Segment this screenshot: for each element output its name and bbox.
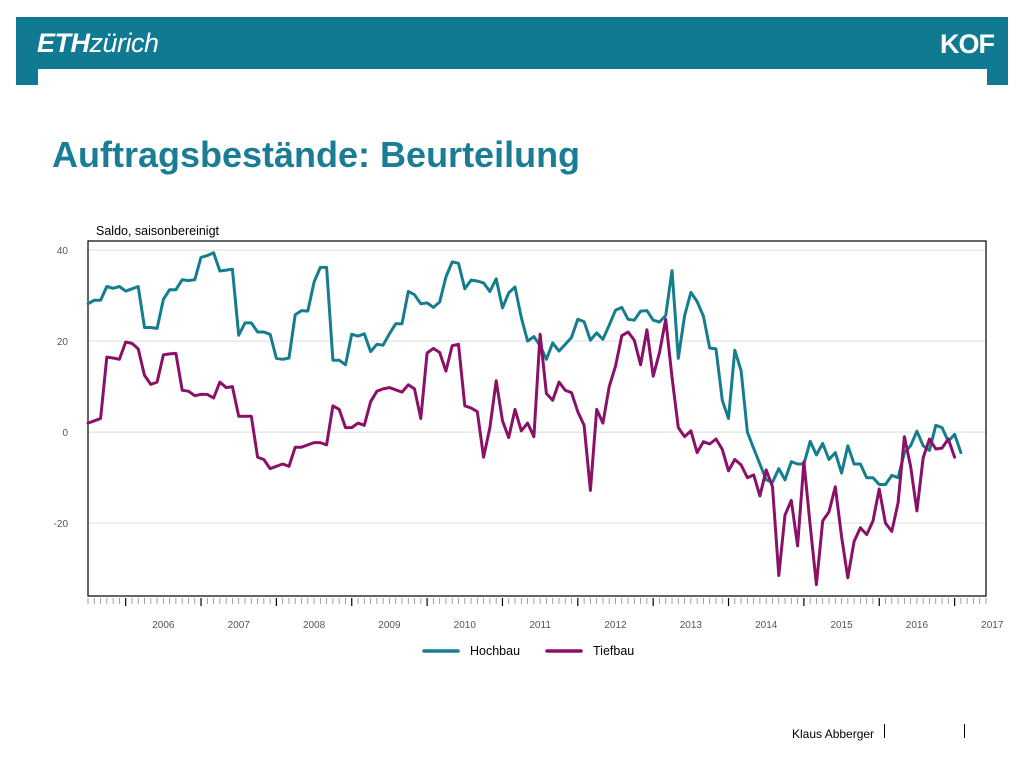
x-tick-label: 2016 bbox=[906, 620, 929, 631]
y-tick-label: 40 bbox=[57, 246, 69, 257]
header-bar bbox=[16, 17, 1008, 69]
eth-logo-bold: ETH bbox=[37, 28, 90, 58]
legend-label: Hochbau bbox=[470, 644, 520, 658]
x-tick-label: 2006 bbox=[152, 620, 175, 631]
x-tick-label: 2009 bbox=[378, 620, 401, 631]
x-tick-label: 2010 bbox=[454, 620, 477, 631]
footer-separator bbox=[884, 724, 885, 738]
chart-series bbox=[86, 251, 963, 587]
y-tick-label: -20 bbox=[54, 519, 69, 530]
chart-axes: 40 20 0 -20 2006 2007 2008 2009 2010 2011 2012 2013… bbox=[54, 246, 1004, 631]
x-tick-label: 2015 bbox=[830, 620, 853, 631]
series-line-tiefbau bbox=[86, 317, 957, 587]
legend-item-hochbau: Hochbau bbox=[422, 644, 520, 658]
header-tab-right bbox=[987, 69, 1008, 85]
eth-logo-light: zürich bbox=[89, 28, 160, 58]
x-tick-label: 2017 bbox=[981, 620, 1004, 631]
y-tick-label: 20 bbox=[57, 337, 69, 348]
eth-zurich-logo[interactable]: ETHzürich bbox=[37, 27, 159, 59]
x-tick-label: 2007 bbox=[228, 620, 251, 631]
x-tick-label: 2012 bbox=[604, 620, 627, 631]
x-tick-label: 2013 bbox=[680, 620, 703, 631]
y-tick-label: 0 bbox=[62, 428, 68, 439]
chart-legend: Hochbau Tiefbau bbox=[422, 644, 634, 658]
y-axis-title: Saldo, saisonbereinigt bbox=[96, 224, 220, 238]
kof-logo[interactable]: KOF bbox=[940, 29, 995, 59]
header-tab-left bbox=[16, 69, 38, 85]
footer-author: Klaus Abberger bbox=[792, 727, 875, 741]
chart-plot-frame bbox=[87, 240, 987, 597]
page-title: Auftragsbestände: Beurteilung bbox=[52, 134, 581, 175]
footer-separator bbox=[964, 724, 965, 738]
x-tick-label: 2008 bbox=[303, 620, 326, 631]
series-line-hochbau bbox=[86, 251, 963, 486]
x-tick-label: 2014 bbox=[755, 620, 778, 631]
x-tick-label: 2011 bbox=[529, 620, 551, 631]
legend-item-tiefbau: Tiefbau bbox=[545, 644, 634, 658]
legend-label: Tiefbau bbox=[593, 644, 634, 658]
